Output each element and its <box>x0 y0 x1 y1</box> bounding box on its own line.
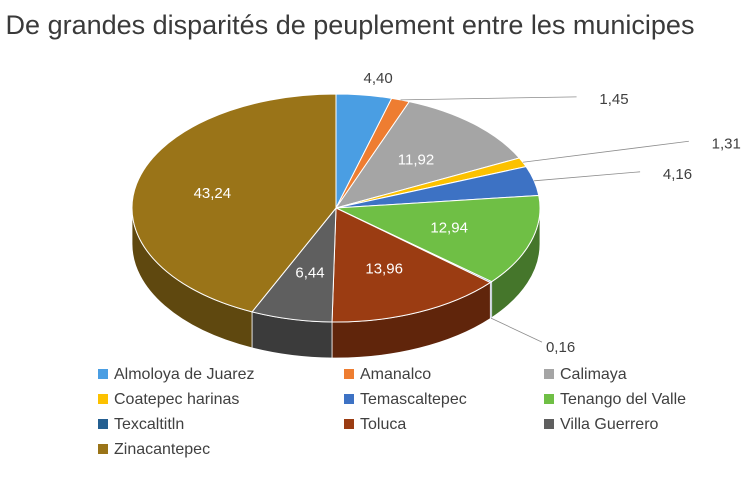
legend-item-coatepec-harinas: Coatepec harinas <box>98 389 239 411</box>
legend-item-zinacantepec: Zinacantepec <box>98 439 210 461</box>
leader-line <box>490 317 543 343</box>
legend-item-temascaltepec: Temascaltepec <box>344 389 467 411</box>
leader-line <box>400 96 577 101</box>
legend-item-tenango-del-valle: Tenango del Valle <box>544 389 686 411</box>
legend-label: Coatepec harinas <box>114 391 240 408</box>
legend-item-toluca: Toluca <box>344 414 406 436</box>
legend-item-almoloya-de-juarez: Almoloya de Juarez <box>98 364 255 386</box>
value-label-zinacantepec: 43,24 <box>194 185 232 202</box>
legend-swatch <box>98 444 108 454</box>
legend-item-amanalco: Amanalco <box>344 364 431 386</box>
legend-label: Toluca <box>360 416 407 433</box>
pie-slice-zinacantepec <box>131 93 337 313</box>
legend-swatch <box>544 369 554 379</box>
legend-label: Calimaya <box>560 366 627 383</box>
value-label-texcaltitln: 0,16 <box>546 339 575 356</box>
legend-label: Temascaltepec <box>360 391 467 408</box>
pie-chart: 4,40 1,45 11,92 1,31 4,16 12,94 0,16 13,96 6,44 4… <box>131 70 741 359</box>
legend-item-villa-guerrero: Villa Guerrero <box>544 414 658 436</box>
legend-label: Almoloya de Juarez <box>114 366 255 383</box>
legend-swatch <box>98 369 108 379</box>
legend-swatch <box>344 419 354 429</box>
legend-label: Zinacantepec <box>114 441 211 458</box>
legend-swatch <box>544 394 554 404</box>
value-label-almoloya-de-juarez: 4,40 <box>364 70 393 87</box>
chart-title: De grandes disparités de peuplement entr… <box>5 10 695 40</box>
value-label-amanalco: 1,45 <box>599 91 628 108</box>
pie-slice-toluca <box>331 207 492 323</box>
legend-label: Amanalco <box>360 366 432 383</box>
legend-swatch <box>544 419 554 429</box>
legend-swatch <box>98 394 108 404</box>
legend-swatch <box>98 419 108 429</box>
pie-slice-calimaya <box>334 101 521 209</box>
legend-label: Texcaltitln <box>114 416 185 433</box>
value-label-villa-guerrero: 6,44 <box>295 264 324 281</box>
leader-line <box>522 140 689 163</box>
legend-label: Villa Guerrero <box>560 416 659 433</box>
legend-swatch <box>344 369 354 379</box>
legend-label: Tenango del Valle <box>560 391 687 408</box>
leader-line <box>534 171 641 182</box>
legend-swatch <box>344 394 354 404</box>
value-label-tenango-del-valle: 12,94 <box>430 219 468 236</box>
value-label-coatepec-harinas: 1,31 <box>712 135 741 152</box>
legend-item-texcaltitln: Texcaltitln <box>98 414 184 436</box>
value-label-toluca: 13,96 <box>365 260 403 277</box>
value-label-temascaltepec: 4,16 <box>663 166 692 183</box>
value-label-calimaya: 11,92 <box>398 151 434 168</box>
legend-item-calimaya: Calimaya <box>544 364 627 386</box>
pie-slice-tenango-del-valle <box>335 194 541 283</box>
